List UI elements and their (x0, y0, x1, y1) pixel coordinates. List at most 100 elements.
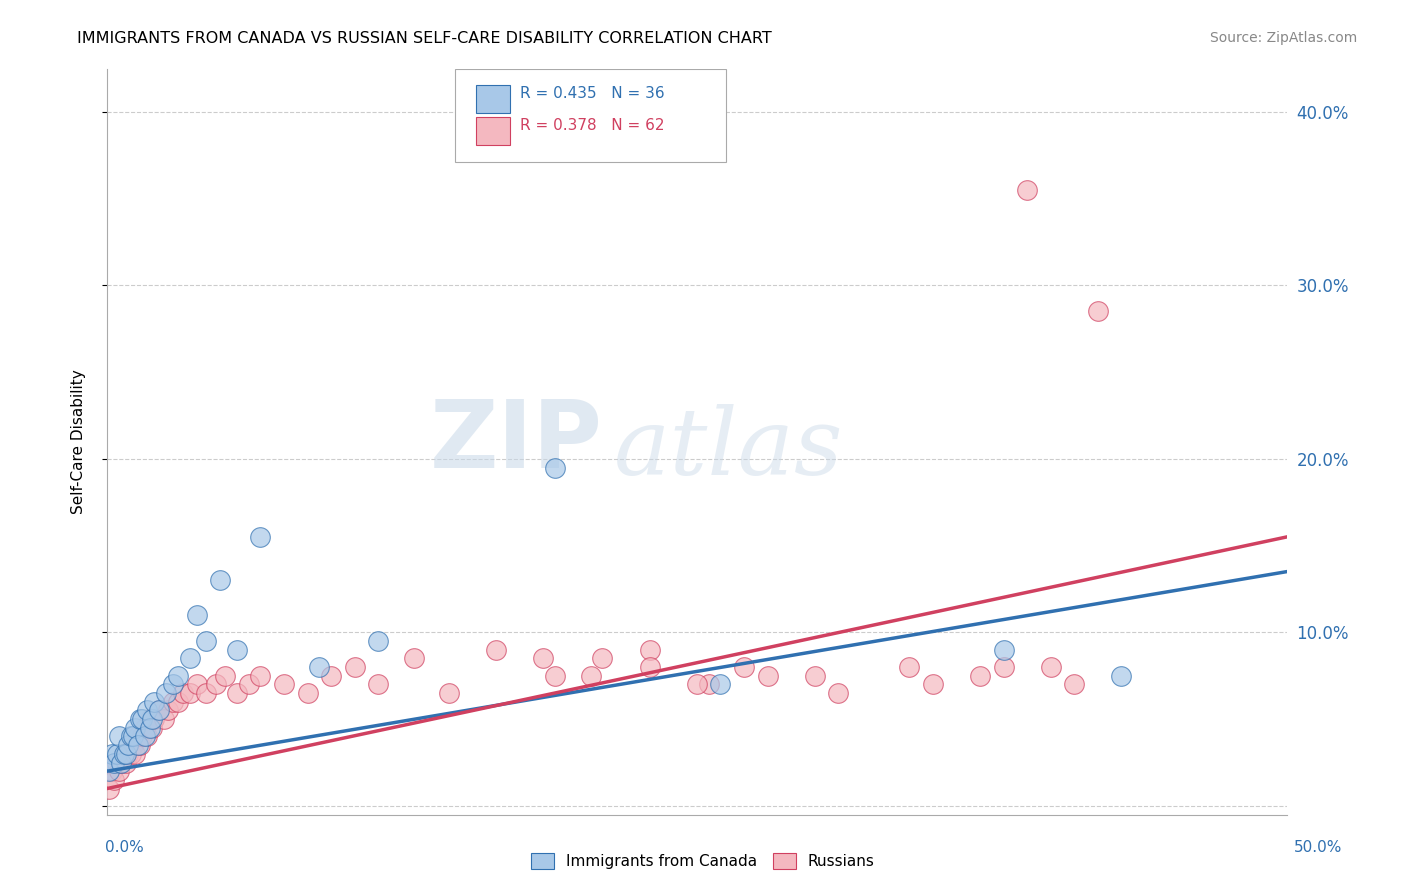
Point (238, 677, 260, 691)
Point (343, 660, 366, 674)
Point (141, 721, 163, 735)
Point (122, 730, 145, 744)
Point (166, 695, 188, 709)
Point (148, 703, 170, 717)
Point (134, 730, 156, 744)
Point (827, 686, 849, 700)
Point (162, 677, 184, 691)
Point (136, 703, 159, 717)
Point (214, 669, 236, 683)
Point (367, 634, 389, 648)
Point (544, 460, 567, 475)
Point (186, 677, 208, 691)
Point (138, 721, 160, 735)
Y-axis label: Self-Care Disability: Self-Care Disability (72, 369, 86, 514)
Point (402, 651, 425, 665)
Point (1039, 660, 1062, 674)
Point (592, 651, 614, 665)
Text: R = 0.378   N = 62: R = 0.378 N = 62 (520, 119, 665, 134)
Point (993, 660, 1015, 674)
Point (112, 747, 135, 761)
Legend: Immigrants from Canada, Russians: Immigrants from Canada, Russians (524, 847, 882, 875)
Point (638, 660, 661, 674)
Point (98, 781, 121, 796)
Point (544, 669, 567, 683)
FancyBboxPatch shape (477, 85, 510, 112)
Point (179, 651, 201, 665)
Point (120, 747, 142, 761)
Point (143, 695, 166, 709)
Point (249, 669, 271, 683)
Point (969, 669, 991, 683)
Point (110, 756, 132, 770)
FancyBboxPatch shape (456, 69, 727, 161)
Point (898, 660, 921, 674)
Point (321, 669, 343, 683)
Point (136, 730, 159, 744)
Point (273, 677, 295, 691)
Point (155, 686, 177, 700)
Point (921, 677, 943, 691)
Point (162, 695, 184, 709)
Point (131, 730, 153, 744)
Point (127, 730, 149, 744)
Point (697, 677, 720, 691)
Text: atlas: atlas (614, 404, 844, 494)
Point (485, 642, 508, 657)
Point (172, 686, 194, 700)
Text: 0.0%: 0.0% (105, 839, 145, 855)
Point (804, 669, 827, 683)
Point (249, 530, 271, 544)
Point (533, 651, 555, 665)
Point (138, 712, 160, 726)
Point (686, 677, 709, 691)
Point (105, 747, 128, 761)
Point (204, 677, 226, 691)
Point (756, 669, 779, 683)
Point (1017, 183, 1039, 197)
Point (129, 738, 152, 752)
Point (122, 738, 145, 752)
Point (1063, 677, 1085, 691)
Point (115, 747, 138, 761)
Point (225, 642, 247, 657)
Point (124, 721, 146, 735)
Point (297, 686, 319, 700)
Point (579, 669, 602, 683)
Point (117, 747, 139, 761)
Text: IMMIGRANTS FROM CANADA VS RUSSIAN SELF-CARE DISABILITY CORRELATION CHART: IMMIGRANTS FROM CANADA VS RUSSIAN SELF-C… (77, 31, 772, 46)
Point (117, 738, 139, 752)
Point (148, 703, 170, 717)
Point (308, 660, 330, 674)
Point (152, 712, 174, 726)
Point (110, 756, 132, 770)
Point (124, 747, 146, 761)
Point (179, 686, 201, 700)
Text: 50.0%: 50.0% (1295, 839, 1343, 855)
Point (195, 634, 218, 648)
Text: R = 0.435   N = 36: R = 0.435 N = 36 (520, 86, 665, 101)
Point (141, 712, 163, 726)
Point (101, 747, 124, 761)
Point (101, 764, 124, 779)
Point (367, 677, 389, 691)
Point (225, 686, 247, 700)
Point (134, 721, 156, 735)
Point (108, 764, 131, 779)
Point (108, 730, 131, 744)
Point (437, 686, 460, 700)
Point (209, 574, 232, 588)
Point (105, 756, 128, 770)
Point (733, 660, 755, 674)
Point (993, 642, 1015, 657)
Point (709, 677, 731, 691)
Point (103, 756, 125, 770)
Point (115, 756, 138, 770)
Point (127, 738, 149, 752)
Point (157, 703, 180, 717)
Point (1111, 669, 1133, 683)
Point (1087, 304, 1109, 318)
Point (129, 712, 152, 726)
Point (120, 730, 142, 744)
Text: Source: ZipAtlas.com: Source: ZipAtlas.com (1209, 31, 1357, 45)
